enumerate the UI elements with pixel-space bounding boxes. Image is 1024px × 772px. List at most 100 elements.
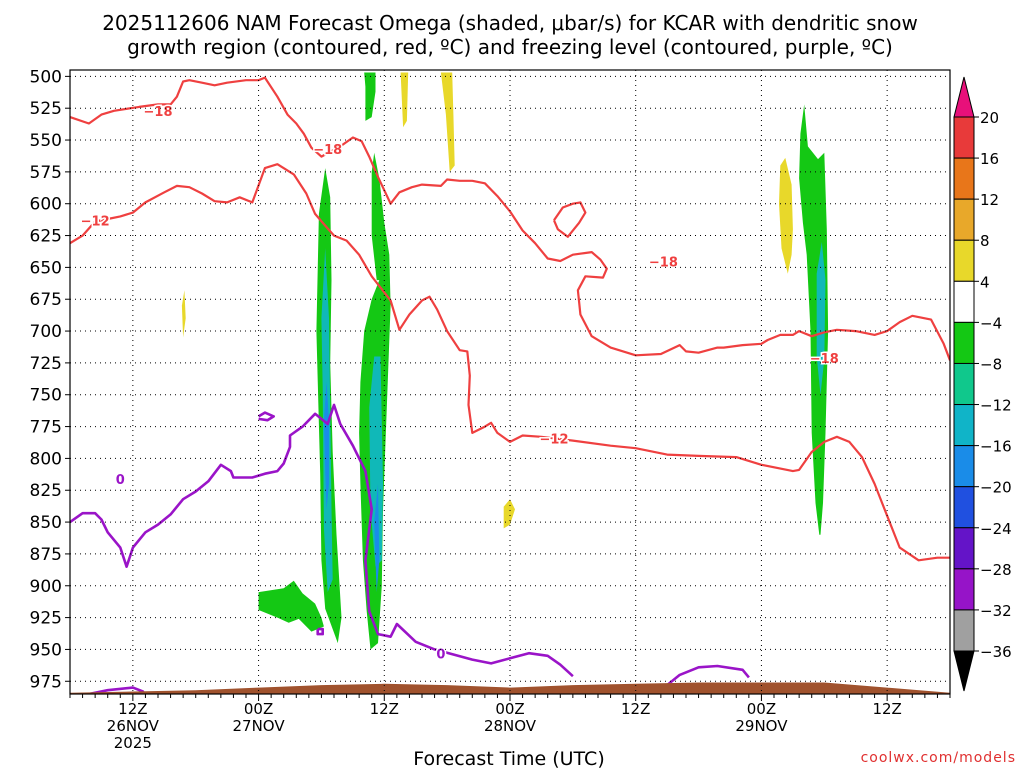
omega-region-blue (323, 382, 329, 510)
colorbar-label: 20 (980, 109, 999, 127)
contour-label: −12 (81, 215, 110, 230)
dgz-contour-line (70, 163, 950, 562)
colorbar-label: 12 (980, 191, 999, 209)
y-tick-label: 550 (30, 131, 62, 151)
colorbar-label: −36 (980, 643, 1012, 661)
colorbar-segment (953, 116, 975, 159)
freezing-level-contour (666, 664, 750, 687)
y-tick-label: 675 (30, 290, 62, 310)
colorbar-label: −16 (980, 438, 1012, 456)
omega-region-yellow (440, 72, 455, 172)
plot-area: −18 −18 −12 −18 −18 −12 0 0 (70, 72, 950, 694)
contour-label: −18 (649, 255, 678, 270)
y-tick-label: 700 (30, 322, 62, 342)
terrain-ground (70, 682, 950, 694)
contour-label: −18 (313, 143, 342, 158)
y-tick-label: 875 (30, 545, 62, 565)
colorbar-label: −8 (980, 355, 1002, 373)
contour-label: 0 (436, 648, 445, 663)
colorbar-segment (953, 404, 975, 447)
colorbar-segment (953, 157, 975, 200)
colorbar-label: −4 (980, 314, 1002, 332)
colorbar-top-triangle (953, 76, 975, 118)
colorbar-segment (953, 527, 975, 570)
x-tick-label: 12Z (370, 700, 399, 718)
x-tick-label: 12Z (872, 700, 901, 718)
x-tick-label: 00Z (495, 700, 524, 718)
y-axis-pressure: 500 525 550 575 600 625 650 675 700 725 750 775 800 8… (30, 67, 70, 692)
y-tick-label: 975 (30, 672, 62, 692)
freezing-level-contour (70, 403, 574, 678)
colorbar-label: −12 (980, 397, 1012, 415)
y-tick-label: 525 (30, 99, 62, 119)
y-tick-label: 650 (30, 258, 62, 278)
x-tick-label: 12Z (118, 700, 147, 718)
colorbar-label: −28 (980, 561, 1012, 579)
omega-region-green (364, 72, 376, 121)
omega-region-yellow (503, 499, 515, 529)
omega-region-yellow (779, 157, 793, 274)
y-tick-label: 575 (30, 163, 62, 183)
y-tick-label: 500 (30, 67, 62, 87)
contour-label: −12 (540, 432, 569, 447)
x-tick-label: 2025 (114, 734, 152, 752)
colorbar: 20 16 12 8 4 −4 −8 −12 −16 −20 −24 −28 −32 −36 (953, 76, 1012, 692)
omega-region-green (371, 152, 390, 281)
freezing-level-contour (257, 411, 276, 422)
omega-region-yellow (400, 72, 409, 128)
omega-region-green (799, 104, 829, 535)
x-axis-label: Forecast Time (UTC) (413, 748, 604, 768)
omega-region-yellow (181, 290, 186, 338)
y-tick-label: 750 (30, 386, 62, 406)
colorbar-segment (953, 568, 975, 611)
dgz-contour-line (552, 201, 587, 238)
y-tick-label: 900 (30, 577, 62, 597)
colorbar-segment (953, 486, 975, 529)
colorbar-bottom-triangle (953, 650, 975, 692)
y-tick-label: 825 (30, 481, 62, 501)
x-tick-label: 27NOV (233, 717, 286, 735)
y-tick-label: 800 (30, 449, 62, 469)
colorbar-label: 16 (980, 150, 999, 168)
x-tick-label: 28NOV (484, 717, 537, 735)
colorbar-segment (953, 280, 975, 323)
colorbar-segment (953, 445, 975, 488)
grid-lines (69, 69, 951, 695)
colorbar-segment (953, 362, 975, 406)
colorbar-segment (953, 239, 975, 282)
colorbar-label: −32 (980, 602, 1012, 620)
x-tick-label: 12Z (621, 700, 650, 718)
y-tick-label: 725 (30, 354, 62, 374)
chart-title-line2: growth region (contoured, red, ºC) and f… (127, 35, 893, 59)
chart-title-line1: 2025112606 NAM Forecast Omega (shaded, μ… (102, 11, 918, 35)
freezing-level-contour (316, 627, 325, 636)
contour-label: 0 (116, 473, 125, 488)
omega-region-teal (369, 356, 383, 567)
dgz-contour-line (70, 76, 950, 361)
y-tick-label: 775 (30, 418, 62, 438)
y-tick-label: 850 (30, 513, 62, 533)
colorbar-label: 4 (980, 273, 990, 291)
colorbar-segment (953, 321, 975, 364)
contour-label: −18 (144, 105, 173, 120)
omega-region-green (258, 580, 324, 632)
x-tick-label: 00Z (244, 700, 273, 718)
x-tick-label: 26NOV (107, 717, 160, 735)
y-tick-label: 625 (30, 227, 62, 247)
colorbar-segment (953, 198, 975, 241)
y-tick-label: 950 (30, 640, 62, 660)
x-tick-label: 29NOV (735, 717, 788, 735)
colorbar-label: −20 (980, 479, 1012, 497)
colorbar-label: 8 (980, 232, 990, 250)
colorbar-segment (953, 609, 975, 652)
y-tick-label: 600 (30, 195, 62, 215)
colorbar-label: −24 (980, 520, 1012, 538)
omega-region-blue (374, 483, 380, 593)
credit-text: coolwx.com/models (861, 750, 1016, 766)
y-tick-label: 925 (30, 609, 62, 629)
omega-region-teal (816, 241, 826, 395)
x-tick-label: 00Z (747, 700, 776, 718)
